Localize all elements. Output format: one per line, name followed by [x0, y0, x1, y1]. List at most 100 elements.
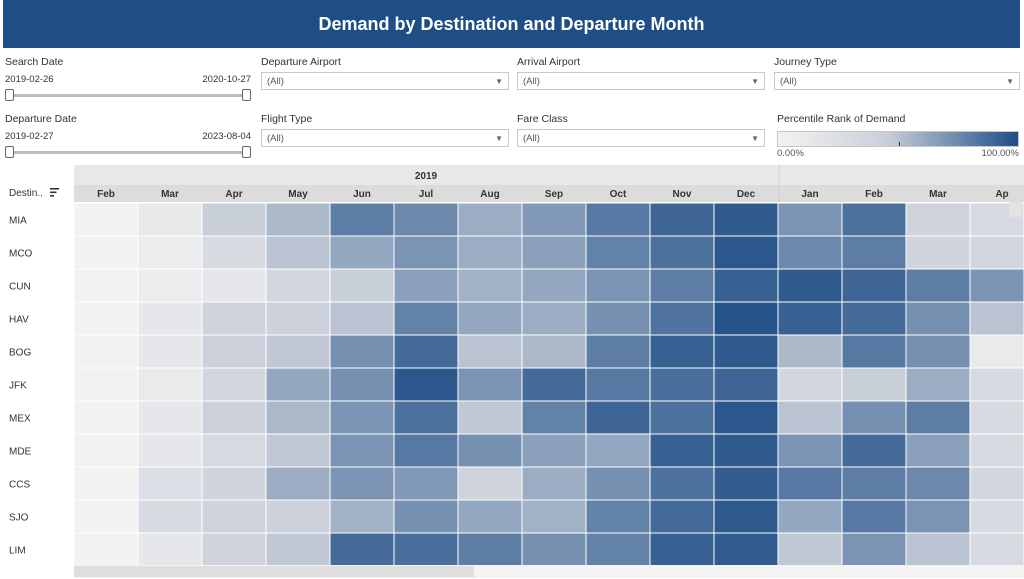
- heatmap-cell[interactable]: [265, 268, 331, 303]
- heatmap-cell[interactable]: [329, 433, 395, 468]
- heatmap-cell[interactable]: [969, 334, 1024, 369]
- heatmap-cell[interactable]: [905, 367, 971, 402]
- heatmap-cell[interactable]: [265, 301, 331, 336]
- heatmap-cell[interactable]: [137, 202, 203, 237]
- heatmap-cell[interactable]: [649, 499, 715, 534]
- heatmap-cell[interactable]: [521, 202, 587, 237]
- heatmap-cell[interactable]: [201, 499, 267, 534]
- heatmap-cell[interactable]: [585, 532, 651, 567]
- heatmap-cell[interactable]: [585, 235, 651, 270]
- heatmap-cell[interactable]: [329, 202, 395, 237]
- heatmap-cell[interactable]: [201, 466, 267, 501]
- heatmap-cell[interactable]: [73, 400, 139, 435]
- heatmap-cell[interactable]: [73, 367, 139, 402]
- heatmap-cell[interactable]: [585, 433, 651, 468]
- heatmap-cell[interactable]: [73, 334, 139, 369]
- heatmap-cell[interactable]: [457, 532, 523, 567]
- heatmap-cell[interactable]: [713, 235, 779, 270]
- heatmap-cell[interactable]: [585, 202, 651, 237]
- search-date-slider[interactable]: [5, 89, 251, 101]
- heatmap-cell[interactable]: [457, 301, 523, 336]
- chevron-down-icon[interactable]: ▼: [1006, 76, 1014, 86]
- heatmap-cell[interactable]: [649, 334, 715, 369]
- heatmap-cell[interactable]: [73, 202, 139, 237]
- departure-airport-dropdown[interactable]: (All) ▼: [261, 72, 509, 90]
- heatmap-cell[interactable]: [585, 367, 651, 402]
- departure-date-start-handle[interactable]: [5, 146, 14, 158]
- heatmap-cell[interactable]: [649, 466, 715, 501]
- heatmap-cell[interactable]: [713, 466, 779, 501]
- heatmap-cell[interactable]: [73, 532, 139, 567]
- heatmap-cell[interactable]: [265, 202, 331, 237]
- heatmap-cell[interactable]: [713, 202, 779, 237]
- heatmap-cell[interactable]: [329, 301, 395, 336]
- heatmap-cell[interactable]: [137, 301, 203, 336]
- heatmap-cell[interactable]: [329, 367, 395, 402]
- heatmap-cell[interactable]: [457, 268, 523, 303]
- heatmap-cell[interactable]: [905, 466, 971, 501]
- heatmap-cell[interactable]: [457, 367, 523, 402]
- heatmap-cell[interactable]: [521, 334, 587, 369]
- heatmap-cell[interactable]: [393, 466, 459, 501]
- heatmap-cell[interactable]: [969, 400, 1024, 435]
- heatmap-cell[interactable]: [521, 433, 587, 468]
- heatmap-cell[interactable]: [329, 268, 395, 303]
- heatmap-cell[interactable]: [649, 433, 715, 468]
- heatmap-cell[interactable]: [137, 433, 203, 468]
- heatmap-cell[interactable]: [713, 499, 779, 534]
- heatmap-cell[interactable]: [905, 532, 971, 567]
- heatmap-cell[interactable]: [841, 400, 907, 435]
- heatmap-cell[interactable]: [393, 334, 459, 369]
- heatmap-cell[interactable]: [777, 433, 843, 468]
- heatmap-cell[interactable]: [713, 532, 779, 567]
- heatmap-cell[interactable]: [329, 235, 395, 270]
- heatmap-cell[interactable]: [393, 268, 459, 303]
- heatmap-cell[interactable]: [777, 367, 843, 402]
- heatmap-cell[interactable]: [713, 367, 779, 402]
- heatmap-cell[interactable]: [841, 532, 907, 567]
- heatmap-cell[interactable]: [649, 367, 715, 402]
- heatmap-cell[interactable]: [649, 202, 715, 237]
- heatmap-cell[interactable]: [841, 433, 907, 468]
- heatmap-cell[interactable]: [649, 532, 715, 567]
- search-date-start-handle[interactable]: [5, 89, 14, 101]
- horizontal-scrollbar-thumb[interactable]: [74, 566, 474, 577]
- heatmap-cell[interactable]: [521, 499, 587, 534]
- heatmap-cell[interactable]: [905, 433, 971, 468]
- heatmap-cell[interactable]: [969, 367, 1024, 402]
- heatmap-cell[interactable]: [649, 235, 715, 270]
- heatmap-cell[interactable]: [521, 400, 587, 435]
- heatmap-cell[interactable]: [329, 499, 395, 534]
- heatmap-cell[interactable]: [521, 235, 587, 270]
- heatmap-cell[interactable]: [649, 301, 715, 336]
- heatmap-cell[interactable]: [905, 268, 971, 303]
- heatmap-cell[interactable]: [777, 301, 843, 336]
- heatmap-cell[interactable]: [777, 334, 843, 369]
- heatmap-cell[interactable]: [201, 367, 267, 402]
- heatmap-cell[interactable]: [713, 301, 779, 336]
- vertical-scrollbar-thumb[interactable]: [1009, 202, 1022, 217]
- heatmap-cell[interactable]: [713, 400, 779, 435]
- heatmap-cell[interactable]: [393, 367, 459, 402]
- heatmap-cell[interactable]: [73, 301, 139, 336]
- heatmap-cell[interactable]: [521, 466, 587, 501]
- heatmap-cell[interactable]: [969, 532, 1024, 567]
- heatmap-cell[interactable]: [201, 202, 267, 237]
- heatmap-cell[interactable]: [841, 334, 907, 369]
- heatmap-cell[interactable]: [841, 367, 907, 402]
- heatmap-cell[interactable]: [713, 433, 779, 468]
- heatmap-cell[interactable]: [457, 433, 523, 468]
- heatmap-cell[interactable]: [841, 268, 907, 303]
- heatmap-cell[interactable]: [201, 268, 267, 303]
- departure-date-slider[interactable]: [5, 146, 251, 158]
- heatmap-cell[interactable]: [329, 466, 395, 501]
- heatmap-cell[interactable]: [457, 202, 523, 237]
- heatmap-cell[interactable]: [649, 268, 715, 303]
- heatmap-cell[interactable]: [457, 466, 523, 501]
- heatmap-cell[interactable]: [585, 334, 651, 369]
- heatmap-cell[interactable]: [841, 466, 907, 501]
- heatmap-cell[interactable]: [521, 268, 587, 303]
- heatmap-cell[interactable]: [265, 235, 331, 270]
- heatmap-cell[interactable]: [777, 499, 843, 534]
- heatmap-cell[interactable]: [777, 202, 843, 237]
